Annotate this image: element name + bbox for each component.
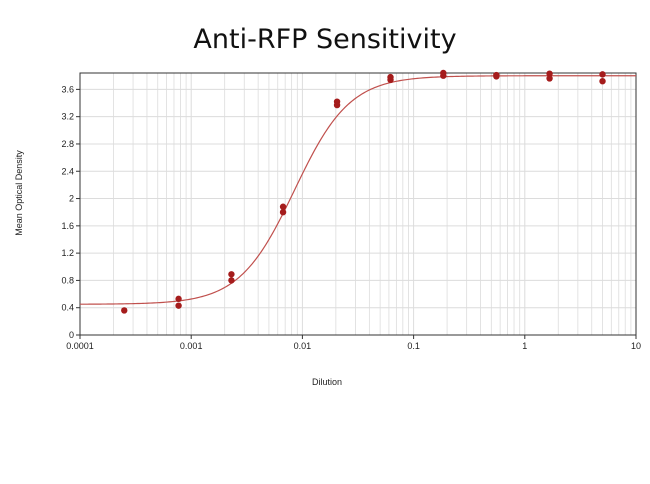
data-point	[175, 295, 182, 303]
x-tick-label: 1	[522, 341, 527, 351]
data-points	[121, 69, 606, 314]
data-point	[387, 76, 394, 84]
x-tick-label: 0.0001	[66, 341, 94, 351]
data-point	[493, 73, 500, 80]
y-tick-label: 3.2	[61, 112, 74, 122]
axis-ticks: 0.0001 0.001 0.01 0.1 1 10 0 0.4 0.8 1.2 1.6 2 2.4 2.…	[61, 84, 641, 351]
data-point	[546, 75, 553, 82]
data-point	[228, 277, 235, 284]
data-point	[333, 101, 341, 109]
data-point	[175, 302, 182, 309]
y-tick-label: 0.4	[61, 303, 74, 313]
y-axis-label: Mean Optical Density	[14, 150, 24, 236]
data-point	[546, 70, 553, 77]
data-point	[599, 77, 606, 85]
x-tick-label: 0.001	[180, 341, 203, 351]
data-point	[599, 71, 606, 78]
fit-curve	[79, 75, 636, 305]
x-tick-label: 10	[631, 341, 641, 351]
x-tick-label: 0.01	[294, 341, 312, 351]
y-tick-label: 0.8	[61, 275, 74, 285]
y-tick-label: 1.2	[61, 248, 74, 258]
grid	[79, 73, 636, 336]
x-tick-label: 0.1	[407, 341, 420, 351]
data-point	[279, 208, 287, 216]
y-tick-label: 1.6	[61, 221, 74, 231]
x-axis-label: Dilution	[312, 377, 342, 387]
data-point	[440, 72, 447, 79]
y-tick-label: 2	[69, 194, 74, 204]
plot-frame	[79, 72, 637, 336]
data-point	[121, 307, 128, 314]
y-tick-label: 2.4	[61, 166, 74, 176]
chart-title: Anti-RFP Sensitivity	[193, 24, 456, 55]
y-tick-label: 2.8	[61, 139, 74, 149]
y-tick-label: 3.6	[61, 84, 74, 94]
data-point	[279, 203, 287, 210]
y-tick-label: 0	[69, 330, 74, 340]
data-point	[228, 271, 235, 278]
